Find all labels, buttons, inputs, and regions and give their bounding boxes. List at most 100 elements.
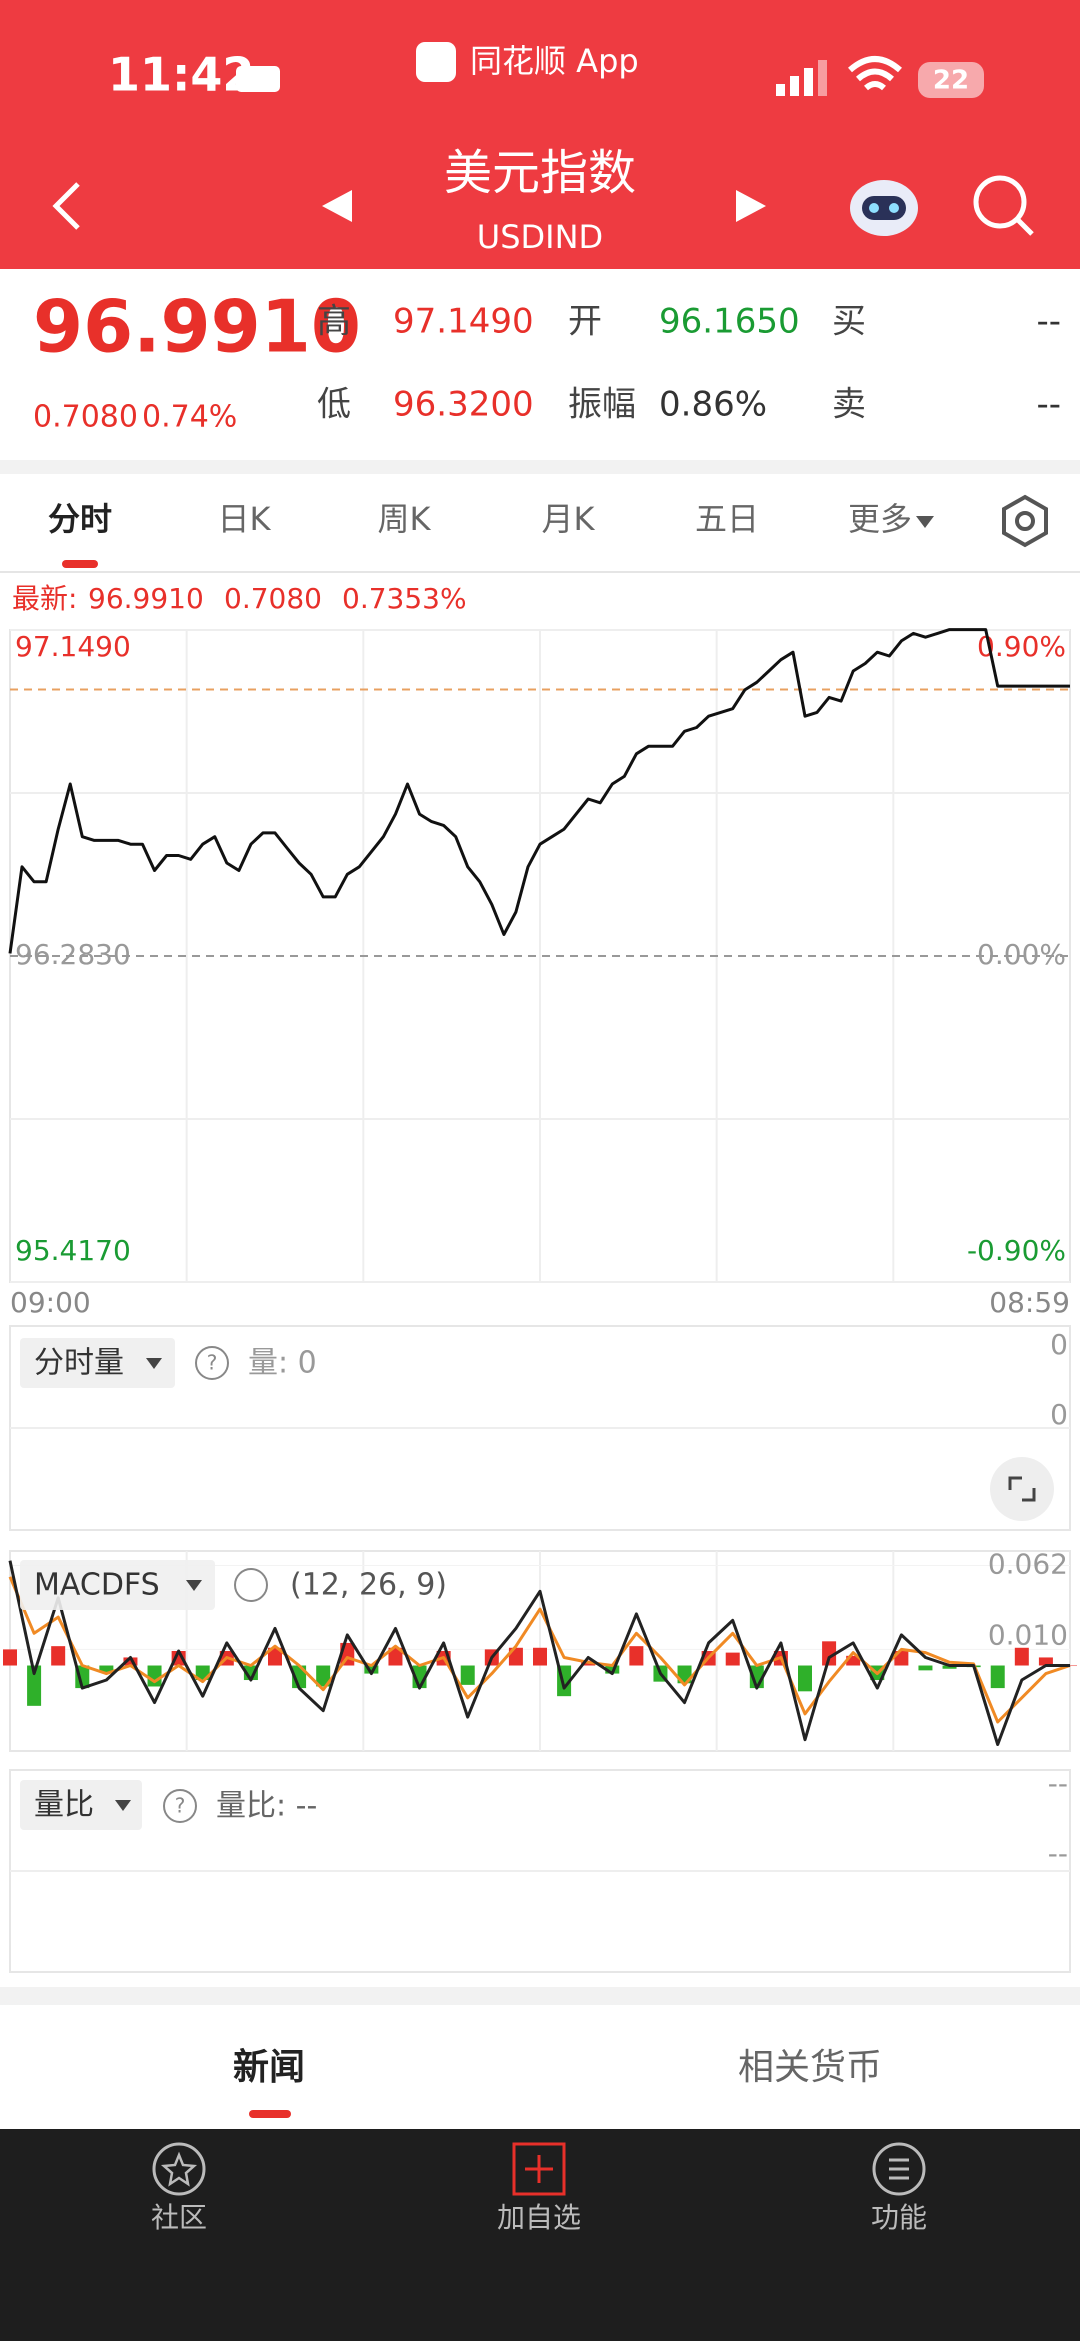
search-button[interactable]	[973, 175, 1034, 236]
help-icon[interactable]	[163, 1789, 197, 1823]
quote-field-label: 卖	[832, 385, 866, 425]
info-label: 最新:	[12, 582, 77, 615]
macd-bar	[725, 1652, 740, 1666]
ratio-label: 量比: --	[216, 1789, 317, 1824]
battery	[918, 62, 984, 98]
divider	[0, 1987, 1080, 2005]
assistant-icon[interactable]	[850, 180, 918, 236]
nav-icon-plus	[525, 2155, 553, 2183]
help-icon[interactable]	[195, 1346, 229, 1380]
settings-dot	[1015, 511, 1035, 531]
macd-bar	[822, 1641, 837, 1666]
macd-params: (12, 26, 9)	[290, 1568, 447, 1603]
help-icon[interactable]	[234, 1568, 268, 1602]
news-indicator	[249, 2110, 291, 2118]
quote-field-value: 96.3200	[393, 385, 534, 425]
y-tick-label: 0.010	[988, 1618, 1068, 1651]
quote-field-value: --	[1036, 385, 1061, 425]
wifi-icon	[848, 56, 902, 91]
volume-tick: 0	[1050, 1398, 1068, 1431]
signal-icon	[776, 60, 827, 96]
quote-field-label: 低	[317, 385, 351, 425]
volume-title: 分时量	[34, 1346, 124, 1381]
news-tab[interactable]: 相关货币	[738, 2047, 882, 2088]
macd-selector[interactable]	[20, 1560, 215, 1610]
quote-price: 96.9910	[33, 285, 361, 369]
quote-change: 0.7080	[33, 400, 138, 435]
news-tab[interactable]: 新闻	[233, 2047, 305, 2088]
battery-level: 22	[933, 66, 969, 96]
expand-button[interactable]	[990, 1457, 1054, 1521]
status-time: 11:42	[108, 48, 254, 102]
tab[interactable]: 更多	[848, 500, 912, 538]
tab-indicator	[62, 560, 98, 568]
dropdown-arrow	[146, 1358, 162, 1369]
volume-selector[interactable]	[20, 1338, 175, 1388]
macd-bar	[1014, 1647, 1029, 1666]
expand-icon	[1008, 1476, 1036, 1502]
y-tick-label: 97.1490	[15, 630, 131, 663]
macd-bar	[990, 1665, 1005, 1689]
nav-icon[interactable]	[152, 2142, 206, 2196]
macd-bar	[123, 1657, 138, 1666]
nav-icon-star	[160, 2151, 198, 2187]
x-tick-label: 09:00	[10, 1286, 91, 1319]
macd-bar	[27, 1665, 42, 1706]
quote-field-label: 开	[568, 302, 602, 342]
tab[interactable]: 月K	[542, 500, 596, 538]
prev-button[interactable]	[322, 190, 352, 222]
quote-field-value: --	[1036, 302, 1061, 342]
macd-bar	[364, 1665, 379, 1674]
nav-icon[interactable]	[512, 2142, 566, 2196]
nav-icon[interactable]	[872, 2142, 926, 2196]
quote-field-label: 振幅	[568, 385, 636, 425]
ratio-selector[interactable]	[20, 1780, 142, 1830]
info-change-pct: 0.7353%	[342, 582, 467, 615]
macd-bar	[629, 1646, 644, 1666]
x-tick-label: 08:59	[989, 1286, 1070, 1319]
macd-dif-line	[8, 1560, 1070, 1746]
quote-field-label: 高	[317, 302, 351, 342]
quote-field-label: 买	[832, 302, 866, 342]
tab[interactable]: 周K	[378, 500, 432, 538]
divider	[0, 460, 1080, 474]
info-change: 0.7080	[224, 582, 322, 615]
macd-bar	[3, 1649, 17, 1666]
settings-button[interactable]	[1002, 494, 1048, 548]
macd-title: MACDFS	[34, 1568, 160, 1603]
quote-field-value: 96.1650	[659, 302, 800, 342]
macd-bar	[1038, 1657, 1053, 1666]
tab[interactable]: 日K	[218, 500, 272, 538]
nav-label: 加自选	[497, 2201, 581, 2234]
y-tick-label: 96.2830	[15, 938, 131, 971]
price-line	[8, 628, 1070, 954]
help-mark: ?	[175, 1794, 186, 1818]
nav-label: 功能	[871, 2201, 927, 2234]
macd-bar	[918, 1665, 933, 1671]
tab[interactable]: 分时	[48, 500, 112, 538]
status-app: 同花顺 App	[470, 42, 639, 80]
volume-label: 量: 0	[248, 1346, 317, 1381]
tab[interactable]: 五日	[695, 500, 759, 538]
next-button[interactable]	[736, 190, 766, 222]
macd-bar	[268, 1647, 282, 1666]
macd-bar	[316, 1665, 331, 1687]
macd-bar	[388, 1647, 403, 1666]
macd-dea-line	[8, 1576, 1071, 1724]
help-mark: ?	[207, 1351, 218, 1375]
ratio-tick: --	[1048, 1767, 1068, 1800]
quote-field-value: 0.86%	[659, 385, 767, 425]
macd-bar	[99, 1665, 114, 1672]
macd-bar	[605, 1665, 620, 1674]
app-icon	[416, 42, 456, 82]
back-button[interactable]	[52, 182, 80, 230]
status-icon	[236, 66, 280, 92]
more-arrow	[916, 516, 934, 528]
nav-icon-lines	[889, 2158, 909, 2180]
macd-bar	[798, 1665, 812, 1692]
header-code: USDIND	[477, 218, 603, 256]
dropdown-arrow	[186, 1580, 202, 1591]
macd-bar	[51, 1646, 66, 1666]
macd-bar	[846, 1655, 861, 1666]
